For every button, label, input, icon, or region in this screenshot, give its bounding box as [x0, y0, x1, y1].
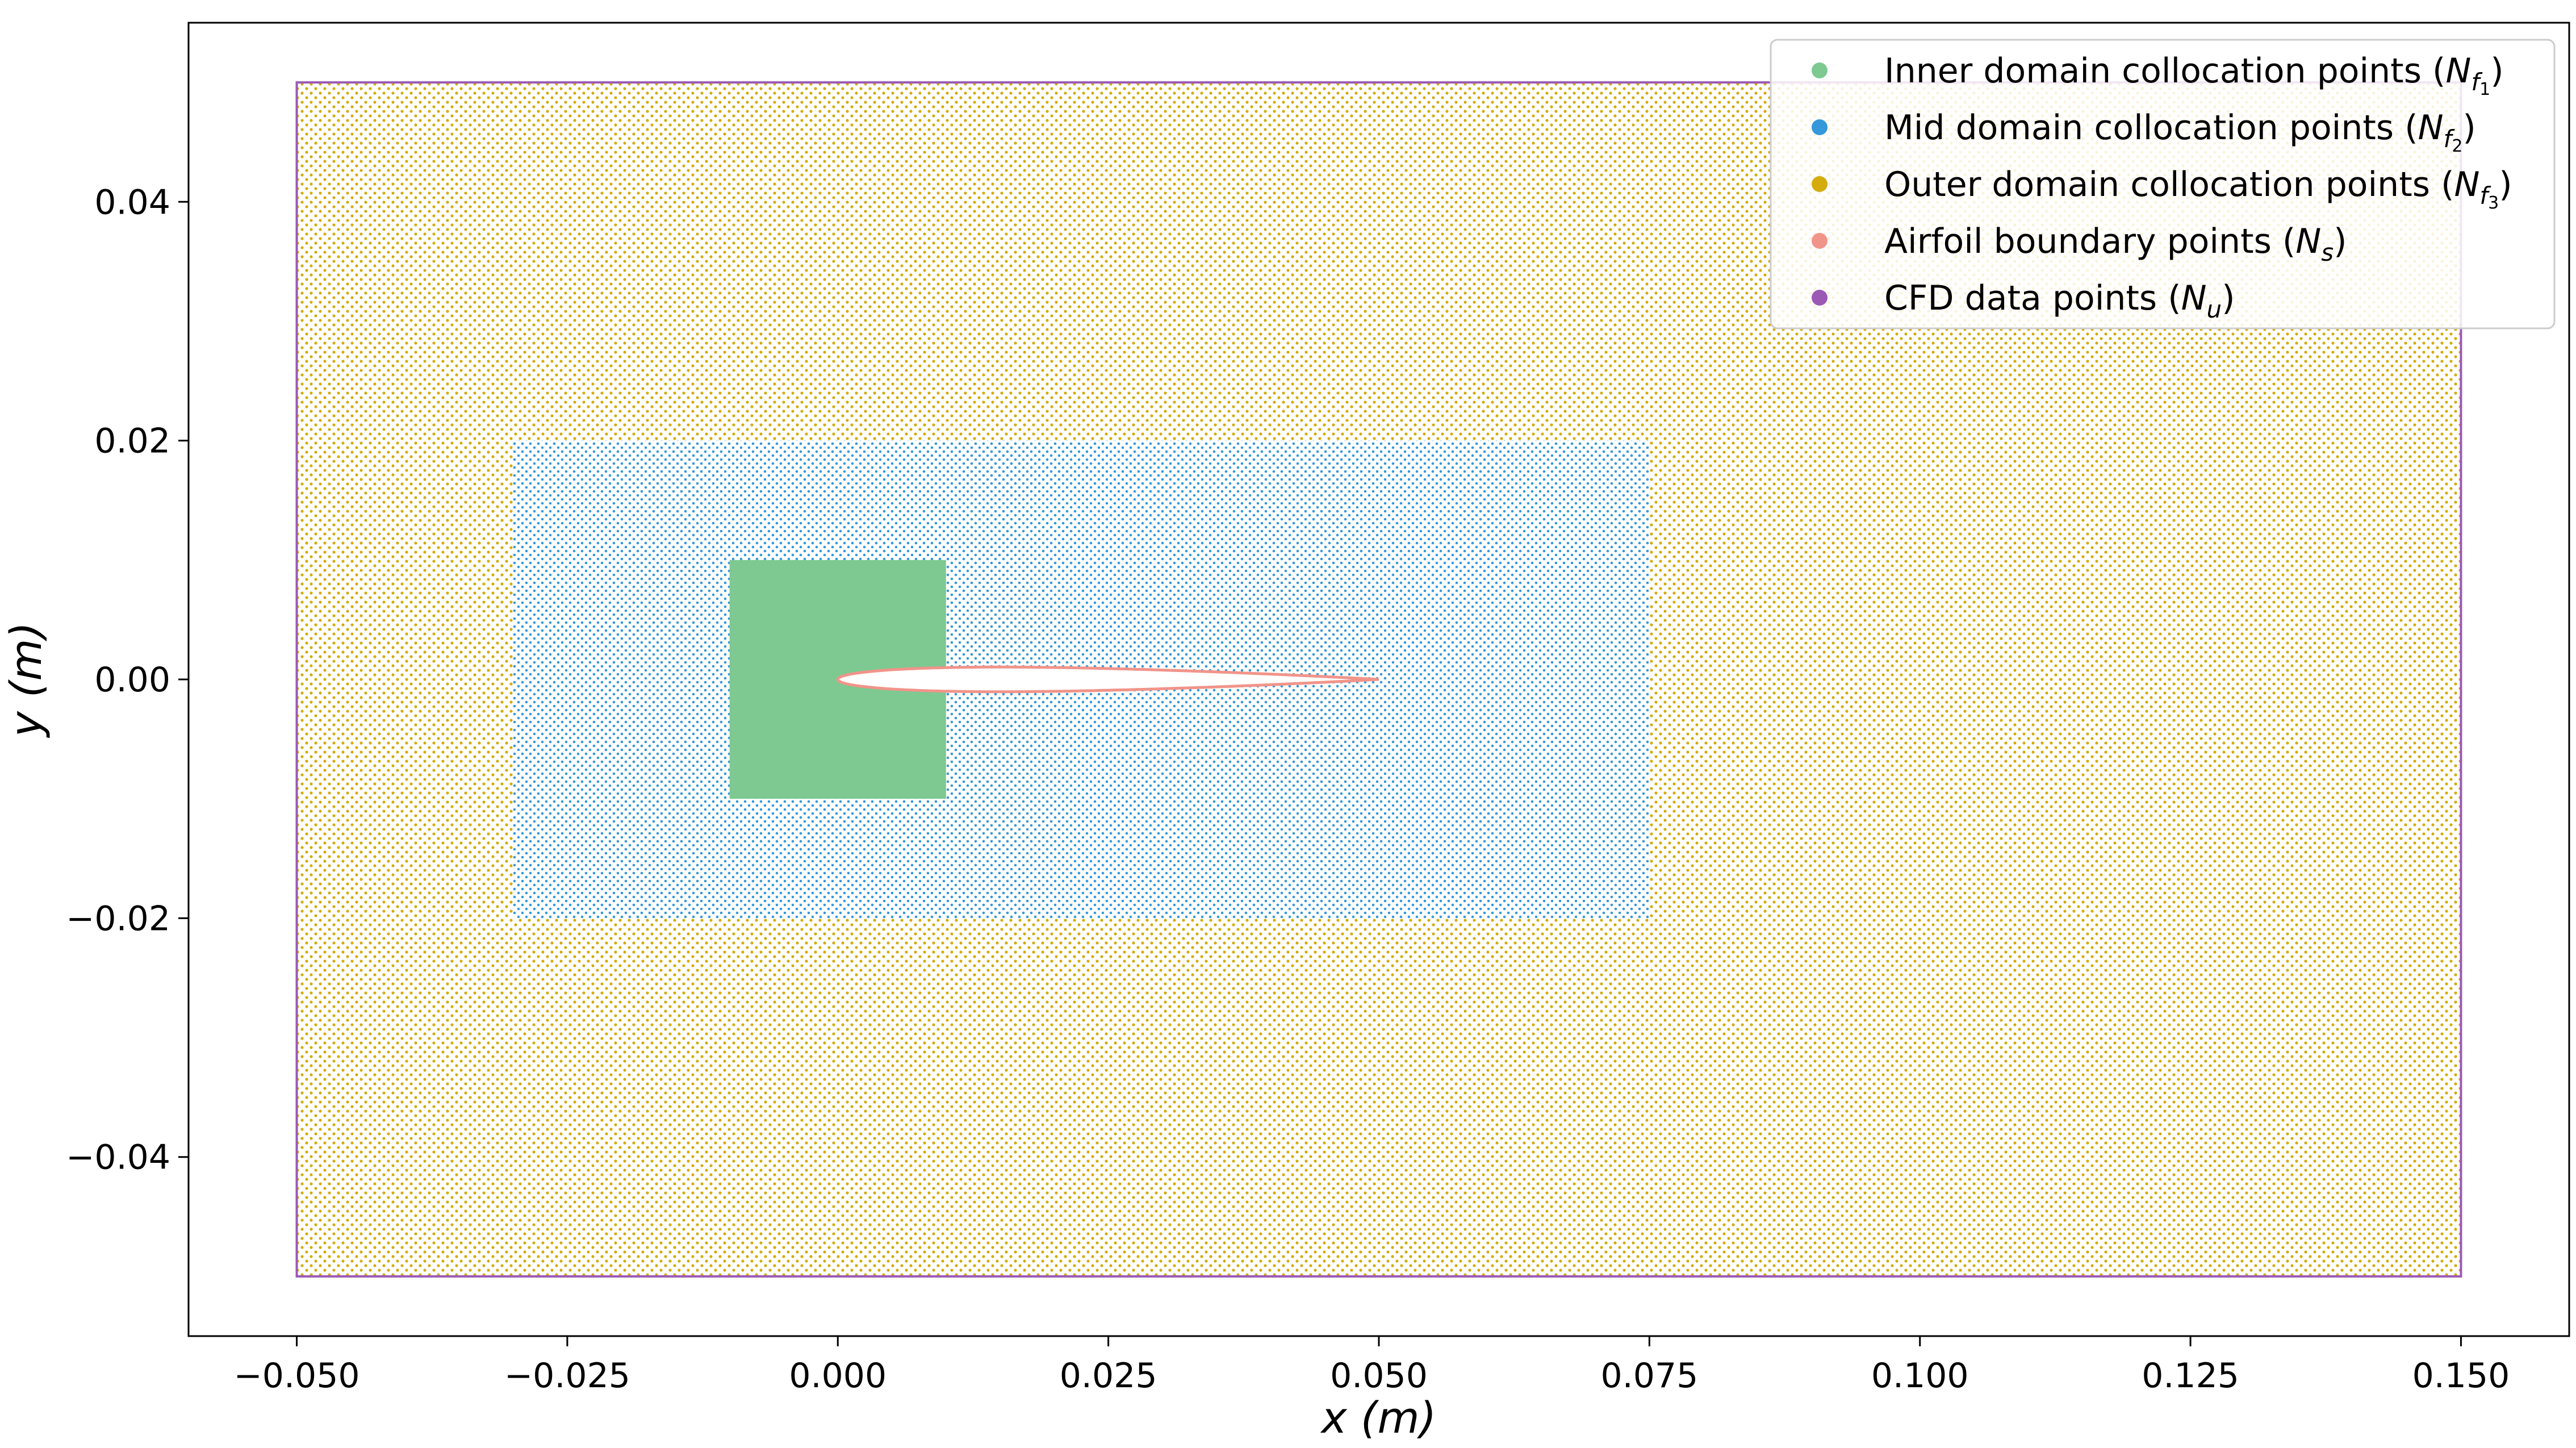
- y-tick-label: −0.02: [66, 899, 170, 938]
- y-tick-label: 0.00: [94, 660, 170, 700]
- x-tick-label: −0.050: [234, 1356, 360, 1396]
- y-tick-label: 0.02: [94, 422, 170, 461]
- x-axis-ticks: −0.050 −0.025 0.000 0.025 0.050 0.075 0.100 0.1…: [234, 1336, 2510, 1396]
- legend-label: Mid domain collocation points (Nf2): [1884, 108, 2476, 156]
- cfd-data-points: [295, 81, 2462, 1278]
- legend-box: [1770, 39, 2556, 329]
- legend-marker: [1812, 119, 1828, 135]
- y-axis-label: y (m): [1, 622, 51, 738]
- legend-label: Inner domain collocation points (Nf1): [1884, 51, 2504, 99]
- legend-label: Airfoil boundary points (Ns): [1884, 222, 2347, 266]
- x-tick-label: 0.125: [2142, 1356, 2239, 1396]
- x-axis-label: x (m): [1320, 1392, 1436, 1443]
- airfoil-boundary-points: [836, 665, 1379, 694]
- legend-items: Inner domain collocation points (Nf1) Mid…: [1812, 51, 2512, 323]
- x-tick-label: 0.050: [1330, 1356, 1428, 1396]
- x-tick-label: 0.075: [1600, 1356, 1698, 1396]
- legend-marker: [1812, 290, 1828, 306]
- y-tick-label: −0.04: [66, 1138, 170, 1178]
- y-axis-ticks: −0.04 −0.02 0.00 0.02 0.04: [66, 182, 189, 1178]
- legend-marker: [1812, 176, 1828, 192]
- x-tick-label: 0.150: [2412, 1356, 2510, 1396]
- x-tick-label: 0.025: [1060, 1356, 1157, 1396]
- legend: Inner domain collocation points (Nf1) Mid…: [1770, 39, 2556, 329]
- legend-marker: [1812, 62, 1828, 78]
- y-tick-label: 0.04: [94, 182, 170, 222]
- legend-marker: [1812, 233, 1828, 249]
- x-tick-label: −0.025: [504, 1356, 630, 1396]
- legend-label: CFD data points (Nu): [1884, 278, 2235, 323]
- x-tick-label: 0.100: [1871, 1356, 1969, 1396]
- legend-label: Outer domain collocation points (Nf3): [1884, 165, 2512, 213]
- x-tick-label: 0.000: [789, 1356, 886, 1396]
